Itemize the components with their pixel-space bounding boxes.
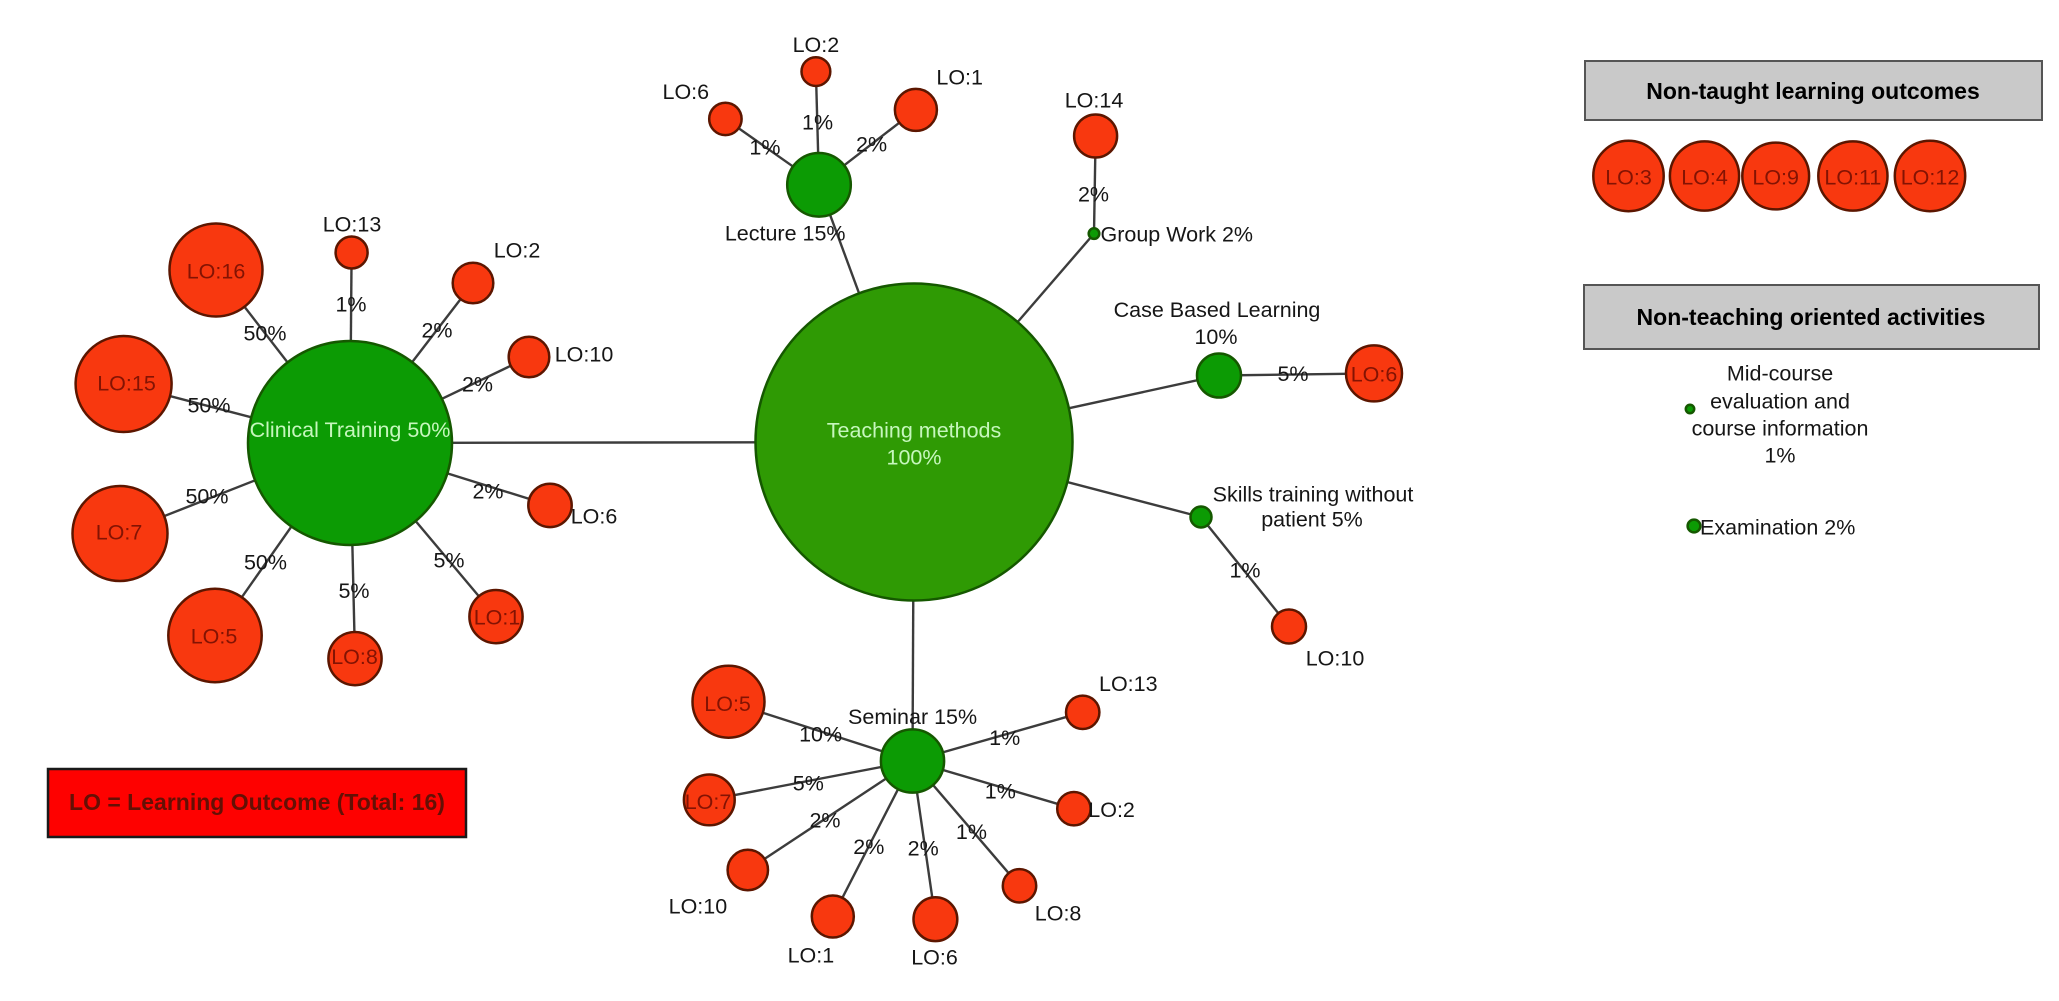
svg-text:LO:11: LO:11 — [1824, 166, 1881, 190]
svg-text:LO:2: LO:2 — [1088, 798, 1135, 822]
svg-text:50%: 50% — [185, 485, 228, 509]
svg-text:LO:5: LO:5 — [191, 625, 238, 649]
svg-text:patient 5%: patient 5% — [1261, 508, 1363, 532]
svg-text:LO:7: LO:7 — [96, 521, 143, 545]
svg-text:LO:3: LO:3 — [1605, 166, 1652, 190]
svg-text:LO:4: LO:4 — [1681, 166, 1728, 190]
svg-text:LO:1: LO:1 — [474, 606, 521, 630]
svg-text:5%: 5% — [338, 579, 369, 603]
svg-text:LO:13: LO:13 — [1099, 672, 1158, 696]
svg-text:50%: 50% — [243, 322, 286, 346]
svg-text:1%: 1% — [802, 110, 833, 134]
svg-text:LO:6: LO:6 — [662, 80, 709, 104]
svg-text:2%: 2% — [462, 373, 493, 397]
svg-text:1%: 1% — [989, 726, 1020, 750]
svg-text:2%: 2% — [472, 480, 503, 504]
svg-text:LO:16: LO:16 — [187, 260, 246, 284]
svg-text:1%: 1% — [335, 293, 366, 317]
svg-text:LO:12: LO:12 — [1901, 166, 1960, 190]
svg-text:LO:2: LO:2 — [793, 33, 840, 57]
svg-text:LO:7: LO:7 — [685, 790, 732, 814]
svg-text:LO:2: LO:2 — [494, 239, 541, 263]
svg-text:Non-taught learning outcomes: Non-taught learning outcomes — [1646, 78, 1980, 104]
svg-text:Mid-course: Mid-course — [1727, 362, 1833, 386]
svg-text:1%: 1% — [749, 136, 780, 160]
svg-text:2%: 2% — [853, 835, 884, 859]
svg-text:LO:15: LO:15 — [97, 372, 156, 396]
svg-text:LO:6: LO:6 — [1351, 363, 1398, 387]
svg-text:LO:10: LO:10 — [669, 895, 728, 919]
svg-text:LO:9: LO:9 — [1752, 166, 1799, 190]
svg-text:50%: 50% — [187, 394, 230, 418]
svg-text:10%: 10% — [1194, 325, 1237, 349]
svg-text:5%: 5% — [433, 549, 464, 573]
svg-text:LO:13: LO:13 — [323, 213, 382, 237]
svg-text:LO:10: LO:10 — [555, 343, 614, 367]
svg-text:2%: 2% — [856, 133, 887, 157]
svg-text:evaluation and: evaluation and — [1710, 390, 1850, 414]
svg-text:Clinical Training 50%: Clinical Training 50% — [250, 418, 451, 442]
svg-text:LO:8: LO:8 — [331, 645, 378, 669]
svg-text:LO:10: LO:10 — [1306, 647, 1365, 671]
svg-text:Non-teaching oriented activiti: Non-teaching oriented activities — [1637, 304, 1986, 330]
svg-text:1%: 1% — [1229, 559, 1260, 583]
svg-text:2%: 2% — [421, 319, 452, 343]
svg-text:2%: 2% — [1078, 183, 1109, 207]
svg-text:Skills training without: Skills training without — [1213, 483, 1414, 507]
svg-text:Lecture 15%: Lecture 15% — [725, 221, 846, 245]
svg-text:LO:6: LO:6 — [911, 945, 958, 969]
svg-text:Teaching methods: Teaching methods — [827, 419, 1002, 443]
svg-text:LO:14: LO:14 — [1065, 89, 1124, 113]
svg-text:100%: 100% — [887, 446, 942, 470]
svg-text:LO:1: LO:1 — [936, 65, 983, 89]
svg-text:50%: 50% — [244, 551, 287, 575]
svg-text:LO:5: LO:5 — [704, 692, 751, 716]
svg-text:1%: 1% — [1764, 444, 1795, 468]
svg-text:2%: 2% — [908, 837, 939, 861]
svg-text:2%: 2% — [809, 809, 840, 833]
svg-text:LO:6: LO:6 — [571, 505, 618, 529]
svg-text:Examination 2%: Examination 2% — [1700, 516, 1855, 540]
svg-text:10%: 10% — [799, 723, 842, 747]
svg-text:5%: 5% — [793, 772, 824, 796]
svg-text:LO:8: LO:8 — [1035, 901, 1082, 925]
svg-text:LO:1: LO:1 — [788, 944, 835, 968]
svg-text:Seminar 15%: Seminar 15% — [848, 705, 977, 729]
svg-text:5%: 5% — [1277, 362, 1308, 386]
svg-text:course information: course information — [1692, 417, 1869, 441]
svg-text:1%: 1% — [956, 820, 987, 844]
svg-text:Group Work 2%: Group Work 2% — [1101, 223, 1254, 247]
svg-text:1%: 1% — [985, 780, 1016, 804]
svg-text:LO = Learning Outcome (Total:: LO = Learning Outcome (Total: 16) — [69, 789, 445, 815]
svg-text:Case Based Learning: Case Based Learning — [1114, 298, 1321, 322]
